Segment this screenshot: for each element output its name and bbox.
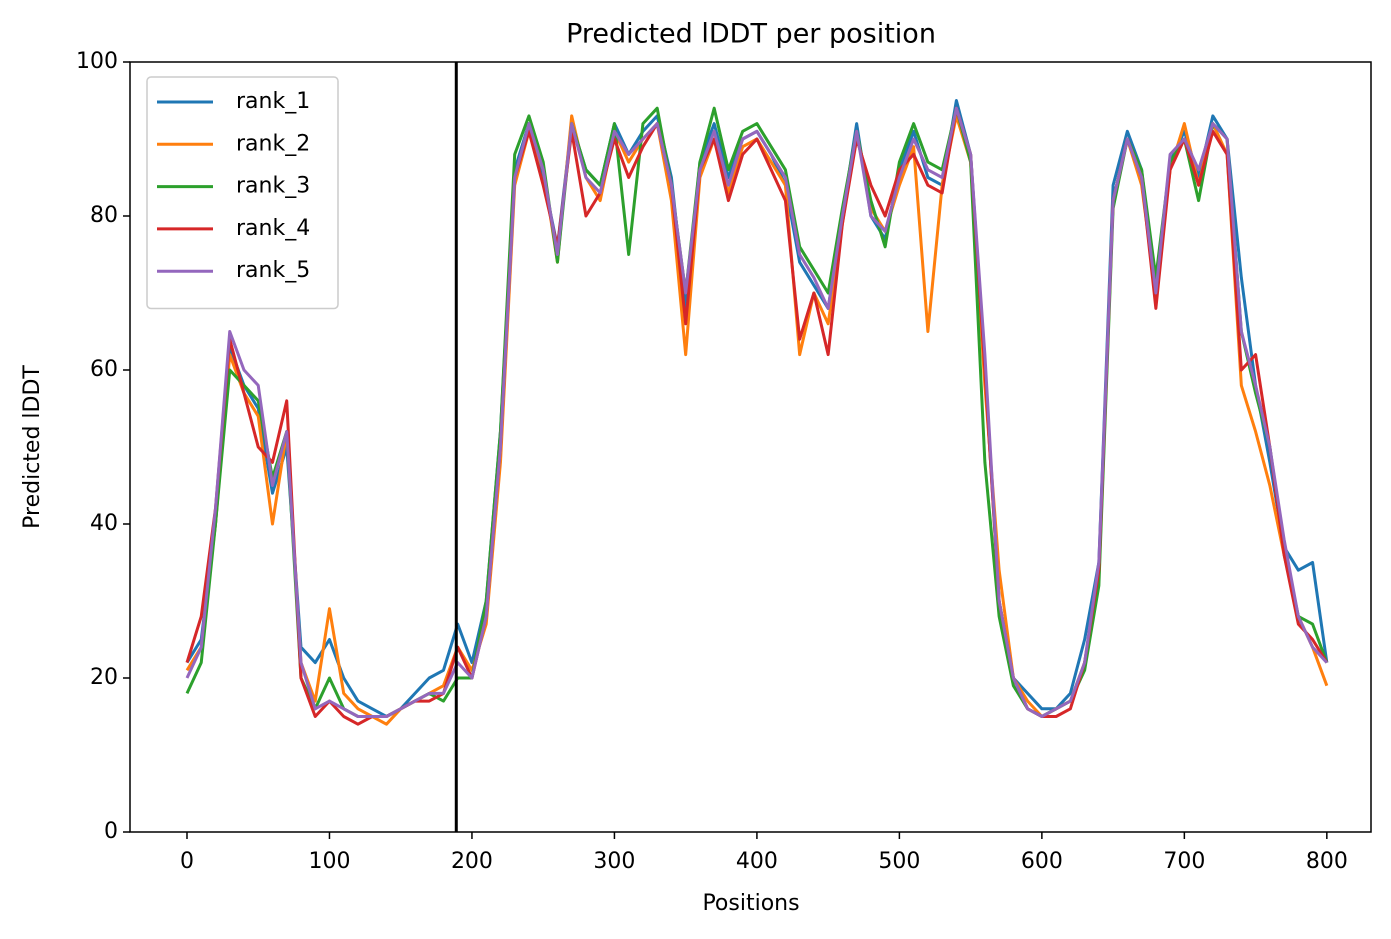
x-tick-label: 0 <box>180 849 194 874</box>
y-tick-label: 40 <box>90 511 118 536</box>
y-axis-label: Predicted lDDT <box>20 365 45 529</box>
legend-label: rank_2 <box>236 131 310 156</box>
y-tick-label: 100 <box>76 49 118 74</box>
x-tick-label: 500 <box>878 849 920 874</box>
x-tick-label: 200 <box>451 849 493 874</box>
x-tick-label: 700 <box>1163 849 1205 874</box>
legend-label: rank_4 <box>236 216 310 241</box>
legend-label: rank_1 <box>236 89 310 114</box>
legend-label: rank_3 <box>236 174 310 199</box>
y-tick-label: 60 <box>90 357 118 382</box>
x-tick-label: 100 <box>308 849 350 874</box>
x-tick-label: 300 <box>593 849 635 874</box>
legend-label: rank_5 <box>236 258 310 283</box>
x-tick-label: 800 <box>1306 849 1348 874</box>
legend-box <box>146 76 339 310</box>
x-tick-label: 600 <box>1021 849 1063 874</box>
x-tick-label: 400 <box>736 849 778 874</box>
y-tick-label: 0 <box>104 819 118 844</box>
y-tick-label: 80 <box>90 203 118 228</box>
y-tick-label: 20 <box>90 665 118 690</box>
series-line <box>185 106 1328 718</box>
chart-title: Predicted lDDT per position <box>566 19 936 50</box>
x-axis-label: Positions <box>702 891 799 916</box>
plot-frame <box>129 61 1372 833</box>
